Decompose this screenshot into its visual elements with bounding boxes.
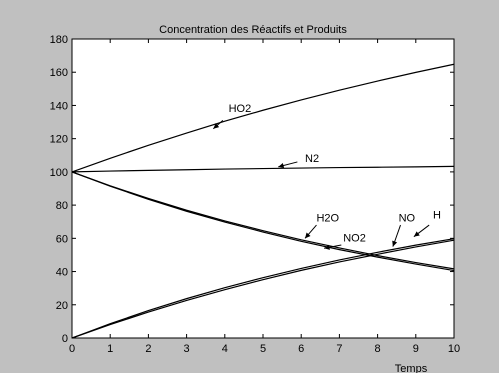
annotation-label-h: H [433,209,441,221]
series-line-h2o [71,171,455,270]
y-tick-label: 120 [50,134,68,146]
series-layer [71,63,455,339]
annotation-label-no2: NO2 [343,233,366,245]
series-line-h [71,238,455,339]
x-tick-label: 7 [336,343,342,355]
x-tick-label: 5 [260,343,266,355]
y-tick-label: 20 [56,300,68,312]
x-tick-label: 4 [222,343,228,355]
x-tick-label: 2 [145,343,151,355]
plot-area [71,38,455,339]
x-tick-label: 6 [298,343,304,355]
annotation-arrowhead-h [413,231,420,237]
chart-title: Concentration des Réactifs et Produits [159,24,347,36]
y-axis: 0 20 40 60 80 100 120 140 160 180 [50,34,454,345]
y-tick-label: 160 [50,67,68,79]
annotation-arrowhead-no2 [324,244,330,250]
x-axis-label: Temps [395,363,428,373]
annotation-label-no: NO [399,213,416,225]
x-tick-label: 0 [69,343,75,355]
series-line-ho2 [71,63,455,173]
x-tick-label: 9 [413,343,419,355]
x-tick-label: 10 [448,343,460,355]
y-tick-label: 100 [50,167,68,179]
x-tick-label: 1 [107,343,113,355]
annotation-label-h2o: H2O [316,213,339,225]
y-tick-label: 180 [50,34,68,46]
x-tick-label: 3 [184,343,190,355]
x-axis: 0 1 2 3 4 5 6 7 8 9 10 [69,39,460,355]
y-tick-label: 0 [62,333,68,345]
y-tick-label: 60 [56,233,68,245]
series-line-no [71,239,455,339]
annotation-label-n2: N2 [305,153,319,165]
y-tick-label: 40 [56,267,68,279]
annotation-label-ho2: HO2 [229,103,252,115]
y-tick-label: 80 [56,200,68,212]
annotation-arrowhead-ho2 [213,123,220,129]
series-line-n2 [71,165,455,173]
annotation-arrowhead-no [392,240,398,247]
annotation-arrowhead-h2o [305,232,311,239]
x-tick-label: 8 [375,343,381,355]
annotation-arrowhead-n2 [278,163,285,169]
annotation-layer: HO2 N2 H2O NO2 NO H [213,103,441,250]
y-tick-label: 140 [50,100,68,112]
series-line-no2 [71,171,455,272]
